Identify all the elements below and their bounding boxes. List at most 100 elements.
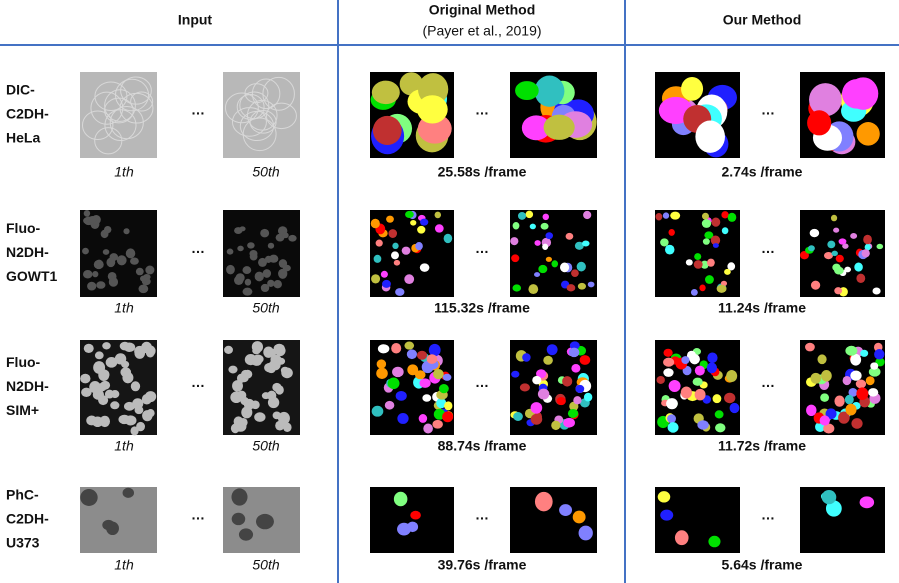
cell-mask [667,422,679,433]
cell [87,281,97,291]
cell [265,102,297,130]
row-label: C2DH- [6,106,49,122]
cell-mask [694,388,706,401]
cell-mask [529,223,536,230]
cell-mask [805,342,815,352]
cell-mask [510,237,519,246]
cell-mask [418,414,428,423]
frame-label: 50th [252,557,279,573]
cell-mask [662,212,670,219]
cell-mask [821,370,832,382]
cell [102,249,110,255]
cell [277,411,290,425]
cell-mask [406,349,418,360]
cell [237,245,244,252]
cell-mask [559,262,570,273]
cell [92,271,99,278]
cell-mask [699,284,706,292]
cell-mask [515,81,539,101]
cell-mask [583,210,592,220]
cell [239,110,275,142]
timing-label: 2.74s /frame [722,164,803,180]
cell-mask [721,227,729,235]
cell-mask [707,258,715,267]
cell-mask [834,266,844,275]
cell-mask [707,352,718,364]
cell [83,217,90,224]
cell-mask [664,244,675,255]
cell-mask [542,243,549,250]
cell-mask [433,369,444,380]
cell-mask [868,388,879,397]
cell-mask [841,79,872,109]
cell-mask [436,397,447,409]
cell-mask [410,219,417,226]
cell-mask [726,370,738,382]
cell-mask [511,254,520,263]
input-image [223,340,300,435]
cell-mask [569,341,580,350]
cell-mask [701,219,712,228]
cell-mask [442,411,454,423]
cell-mask [825,500,842,517]
cell [98,369,110,380]
cell-mask [537,388,550,400]
cell-mask [680,386,692,399]
timing-label: 39.76s /frame [438,557,527,573]
cell [249,249,258,257]
cell-mask [670,211,681,220]
cell-mask [575,384,585,393]
row-label: Fluo- [6,354,41,370]
cell [130,381,141,392]
cell [278,268,288,279]
cell [120,367,132,378]
cell-mask [393,259,401,266]
cell [262,269,272,278]
cell-mask [712,243,719,248]
cell-mask [393,491,408,507]
cell-mask [551,260,559,268]
cell-mask [417,225,426,234]
cell [138,284,149,294]
timing-label: 11.72s /frame [718,438,806,454]
cell-mask [370,218,380,229]
cell-mask [434,224,444,233]
cell-mask [821,489,837,505]
input-image [223,487,300,553]
cell-mask [824,251,833,260]
input-image [80,487,157,553]
cell-mask [397,522,411,536]
cell-mask [693,260,703,269]
image-frame [800,487,885,553]
cell-mask [375,239,383,247]
cell [269,359,281,371]
cell-mask [572,510,586,524]
cell-mask [827,240,836,249]
cell-mask [850,353,862,366]
cell-mask [819,415,830,426]
cell-mask [724,392,736,404]
cell-mask [701,212,709,220]
cell-mask [711,217,721,227]
cell-mask [663,368,674,377]
cell-mask [519,383,530,392]
cell-mask [660,238,669,247]
cell-mask [668,228,675,236]
cell-mask [545,232,554,240]
cell-mask [576,261,586,272]
cell [93,363,103,373]
cell-mask [534,491,553,512]
cell-mask [563,417,575,428]
segmentation-image [800,210,885,297]
cell-mask [700,260,709,269]
cell [267,242,275,249]
cell-mask [442,373,452,381]
cell-mask [395,390,407,401]
cell [251,341,264,353]
cell-mask [842,243,849,249]
cell [98,395,109,406]
cell-mask [860,349,869,357]
cell-mask [578,525,593,541]
cell-mask [376,367,388,379]
row-label: DIC- [6,82,35,98]
